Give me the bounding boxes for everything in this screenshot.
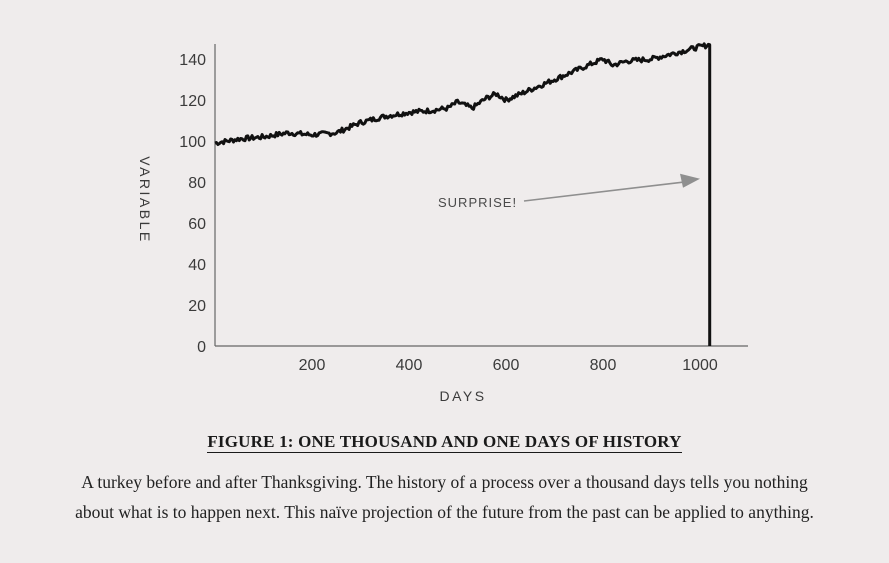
x-axis-title: DAYS xyxy=(439,388,486,404)
y-tick-label: 140 xyxy=(179,52,206,69)
y-tick-label: 60 xyxy=(188,216,206,233)
annotation-arrow-head xyxy=(680,173,700,188)
chart-series xyxy=(214,42,712,346)
line-chart: DAYS VARIABLE 0 20 40 60 80 100 120 140 200 400 600… xyxy=(137,42,748,404)
figure-caption: A turkey before and after Thanksgiving. … xyxy=(75,472,814,522)
figure-title: FIGURE 1: ONE THOUSAND AND ONE DAYS OF H… xyxy=(0,432,889,453)
chart-ticks: 0 20 40 60 80 100 120 140 200 400 600 800 1000 xyxy=(179,52,718,374)
y-tick-label: 20 xyxy=(188,298,206,315)
turkey-line xyxy=(214,42,712,346)
y-tick-label: 40 xyxy=(188,257,206,274)
x-tick-label: 800 xyxy=(590,357,617,374)
x-tick-label: 200 xyxy=(299,357,326,374)
chart-axes: DAYS VARIABLE xyxy=(137,44,748,404)
y-tick-label: 0 xyxy=(197,339,206,356)
x-tick-label: 600 xyxy=(493,357,520,374)
y-tick-label: 120 xyxy=(179,93,206,110)
figure-title-text: FIGURE 1: ONE THOUSAND AND ONE DAYS OF H… xyxy=(207,432,682,453)
chart-annotations: SURPRISE! xyxy=(438,173,700,210)
y-axis-title: VARIABLE xyxy=(137,156,153,243)
annotation-label: SURPRISE! xyxy=(438,195,517,210)
annotation-arrow-shaft xyxy=(523,181,687,202)
x-tick-label: 1000 xyxy=(682,357,718,374)
x-tick-label: 400 xyxy=(396,357,423,374)
y-tick-label: 80 xyxy=(188,175,206,192)
y-tick-label: 100 xyxy=(179,134,206,151)
